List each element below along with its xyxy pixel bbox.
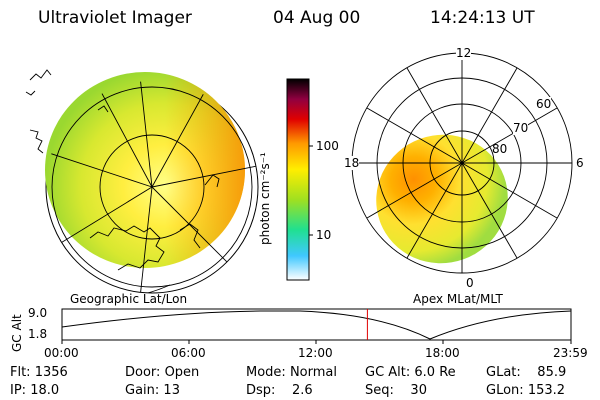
dsp-field: Dsp: 2.6 xyxy=(246,383,313,398)
apex-polar-plot xyxy=(351,52,573,274)
app-title: Ultraviolet Imager xyxy=(38,8,192,28)
colorbar-units-label: photon cm⁻²s⁻¹ xyxy=(258,152,272,245)
seq-field: Seq: 30 xyxy=(365,383,427,398)
timeline-frame xyxy=(61,308,572,341)
timeline-xtick-2359: 23:59 xyxy=(553,346,588,360)
geographic-image xyxy=(25,69,259,294)
door-field: Door: Open xyxy=(125,365,200,380)
timeline-xtick-0600: 06:00 xyxy=(171,346,206,360)
apex-panel-label: Apex MLat/MLT xyxy=(413,292,503,306)
timeline-xtick-1800: 18:00 xyxy=(425,346,460,360)
colorbar xyxy=(286,78,310,281)
mlat-label-70: 70 xyxy=(513,121,529,135)
polar-grid xyxy=(351,52,573,274)
geo-graticule xyxy=(46,81,258,293)
altitude-timeline xyxy=(61,308,572,344)
mlat-label-80: 80 xyxy=(492,142,508,156)
colorbar-tick-100: 100 xyxy=(316,139,339,153)
timeline-xtick-1200: 12:00 xyxy=(298,346,333,360)
mlt-label-6: 6 xyxy=(576,156,584,170)
gain-field: Gain: 13 xyxy=(125,383,180,398)
date-label: 04 Aug 00 xyxy=(273,8,361,28)
timeline-ytick-low: 1.8 xyxy=(28,327,48,341)
mlat-label-60: 60 xyxy=(536,97,552,111)
mlt-label-18: 18 xyxy=(344,156,360,170)
auroral-oval xyxy=(376,134,508,264)
timeline-axis-label: GC Alt xyxy=(10,314,24,352)
ip-field: IP: 18.0 xyxy=(10,383,60,398)
mlt-label-12: 12 xyxy=(456,46,472,60)
timeline-ytick-high: 9.0 xyxy=(28,306,48,320)
gc-alt-field: GC Alt: 6.0 Re xyxy=(365,365,456,380)
coastlines xyxy=(25,69,220,271)
geo-panel-label: Geographic Lat/Lon xyxy=(70,292,188,306)
colorbar-tick-10: 10 xyxy=(316,228,332,242)
time-label: 14:24:13 UT xyxy=(430,8,535,28)
mode-field: Mode: Normal xyxy=(246,365,337,380)
glon-field: GLon: 153.2 xyxy=(486,383,566,398)
glat-field: GLat: 85.9 xyxy=(486,365,567,380)
altitude-curve xyxy=(61,310,572,340)
flt-field: Flt: 1356 xyxy=(10,365,68,380)
timeline-xtick-0000: 00:00 xyxy=(44,346,79,360)
mlt-label-0: 0 xyxy=(466,276,474,290)
